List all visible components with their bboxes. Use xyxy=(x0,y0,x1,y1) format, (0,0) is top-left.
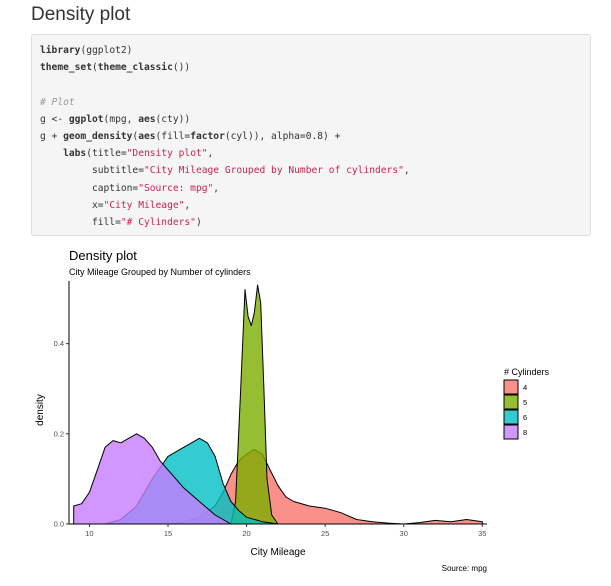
code-block: library(ggplot2) theme_set(theme_classic(… xyxy=(31,34,591,236)
x-tick-label: 30 xyxy=(400,529,408,538)
code-line: # Plot xyxy=(40,94,582,111)
code-token: (fill= xyxy=(155,130,191,142)
code-token: "Density plot" xyxy=(126,148,208,160)
code-line: subtitle="City Mileage Grouped by Number… xyxy=(40,162,582,179)
code-token: (cyl)), alpha= xyxy=(224,130,306,142)
code-token: "City Mileage Grouped by Number of cylin… xyxy=(143,165,404,177)
x-tick-label: 25 xyxy=(321,529,329,538)
code-line: x="City Mileage", xyxy=(40,197,582,214)
code-line: labs(title="Density plot", xyxy=(40,145,582,162)
legend-label: 4 xyxy=(523,383,527,392)
code-line: fill="# Cylinders") xyxy=(40,214,582,231)
code-token: , xyxy=(403,165,410,177)
code-token: (mpg, xyxy=(103,113,139,125)
y-tick-label: 0.2 xyxy=(54,429,64,438)
code-token: (ggplot2) xyxy=(80,45,133,56)
x-axis-label: City Mileage xyxy=(250,547,305,558)
code-token: theme_set xyxy=(40,62,92,74)
chart-subtitle: City Mileage Grouped by Number of cylind… xyxy=(69,267,251,277)
legend-label: 8 xyxy=(523,428,527,437)
legend-key-6 xyxy=(503,409,519,425)
code-line: caption="Source: mpg", xyxy=(40,180,582,197)
code-line: library(ggplot2) xyxy=(40,42,582,59)
density-areas xyxy=(73,284,483,525)
legend: # Cylinders 4 5 6 8 xyxy=(503,367,550,440)
code-line: theme_set(theme_classic()) xyxy=(40,59,582,76)
code-token: labs xyxy=(63,148,87,160)
code-token: g + xyxy=(40,130,64,142)
density-area-8 xyxy=(73,433,232,525)
chart-caption: Source: mpg xyxy=(442,564,487,573)
code-token: ggplot xyxy=(68,113,104,125)
code-token: , xyxy=(207,148,214,160)
legend-key-8 xyxy=(503,424,519,440)
chart-title: Density plot xyxy=(69,248,137,263)
density-area-5 xyxy=(230,284,279,525)
legend-title: # Cylinders xyxy=(504,367,550,377)
code-token: theme_classic xyxy=(97,62,173,74)
y-tick-label: 0.4 xyxy=(54,339,64,348)
code-token: library xyxy=(40,45,81,56)
x-tick-label: 15 xyxy=(164,529,172,538)
code-token: g <- xyxy=(40,113,69,125)
code-token: (title= xyxy=(86,148,127,160)
code-token: 0.8 xyxy=(305,130,324,142)
code-token: ()) xyxy=(172,62,191,74)
code-token: subtitle= xyxy=(40,165,144,177)
code-token: aes xyxy=(138,113,156,125)
code-token: aes xyxy=(138,130,156,142)
code-token: ( xyxy=(91,62,98,74)
x-tick-label: 20 xyxy=(242,529,250,538)
code-token: ( xyxy=(132,130,139,142)
legend-label: 5 xyxy=(523,398,527,407)
code-token: , xyxy=(184,199,191,211)
section-heading: Density plot xyxy=(31,4,131,25)
code-line: g <- ggplot(mpg, aes(cty)) xyxy=(40,111,582,128)
code-token: ) + xyxy=(323,130,341,142)
density-plot: Density plot City Mileage Grouped by Num… xyxy=(35,248,550,573)
legend-key-5 xyxy=(503,394,519,410)
legend-label: 6 xyxy=(523,413,527,422)
x-tick-label: 10 xyxy=(85,529,93,538)
axes: 10 15 20 25 30 35 0.0 0.2 0.4 xyxy=(54,281,487,538)
code-token: "City Mileage" xyxy=(103,199,185,211)
code-line xyxy=(40,76,582,93)
code-token: caption= xyxy=(40,182,139,194)
code-token: ) xyxy=(195,216,202,228)
code-token: x= xyxy=(40,199,104,211)
code-token: factor xyxy=(190,130,225,142)
code-token: , xyxy=(213,182,220,194)
y-tick-label: 0.0 xyxy=(54,520,64,529)
y-axis-label: density xyxy=(35,394,46,426)
code-token: "# Cylinders" xyxy=(120,216,196,228)
code-token: geom_density xyxy=(63,130,133,142)
code-token: (cty)) xyxy=(155,113,191,125)
x-tick-label: 35 xyxy=(478,529,486,538)
code-token: fill= xyxy=(40,216,121,228)
code-token: "Source: mpg" xyxy=(138,182,214,194)
legend-key-4 xyxy=(503,379,519,395)
code-token xyxy=(40,148,63,159)
code-token: # Plot xyxy=(40,96,75,108)
code-line: g + geom_density(aes(fill=factor(cyl)), … xyxy=(40,128,582,145)
